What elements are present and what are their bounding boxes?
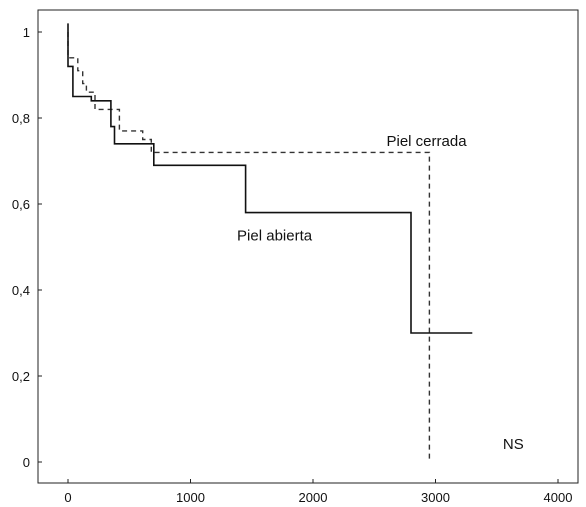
x-tick-label: 3000 [421, 490, 450, 505]
x-tick-label: 4000 [544, 490, 573, 505]
axis-group: 0 0,2 0,4 0,6 0,8 1 0 1000 2000 3000 4000 [12, 25, 573, 505]
annotation-piel-abierta: Piel abierta [237, 228, 313, 245]
plot-frame [37, 9, 579, 484]
y-tick-label: 0,2 [12, 369, 30, 384]
annotation-group: Piel cerrada Piel abierta NS [237, 133, 524, 453]
plot-frame-group [37, 9, 579, 484]
y-tick-label: 0,4 [12, 283, 30, 298]
series-group [67, 23, 473, 462]
x-tick-label: 1000 [176, 490, 205, 505]
annotation-piel-cerrada: Piel cerrada [387, 133, 468, 150]
annotation-ns: NS [503, 436, 524, 453]
series-line-piel-abierta [67, 23, 473, 334]
y-tick-label: 1 [23, 25, 30, 40]
y-tick-label: 0 [23, 455, 30, 470]
y-tick-label: 0,6 [12, 197, 30, 212]
x-tick-label: 0 [64, 490, 71, 505]
x-tick-label: 2000 [299, 490, 328, 505]
y-tick-label: 0,8 [12, 111, 30, 126]
series-line-piel-cerrada [67, 32, 431, 462]
